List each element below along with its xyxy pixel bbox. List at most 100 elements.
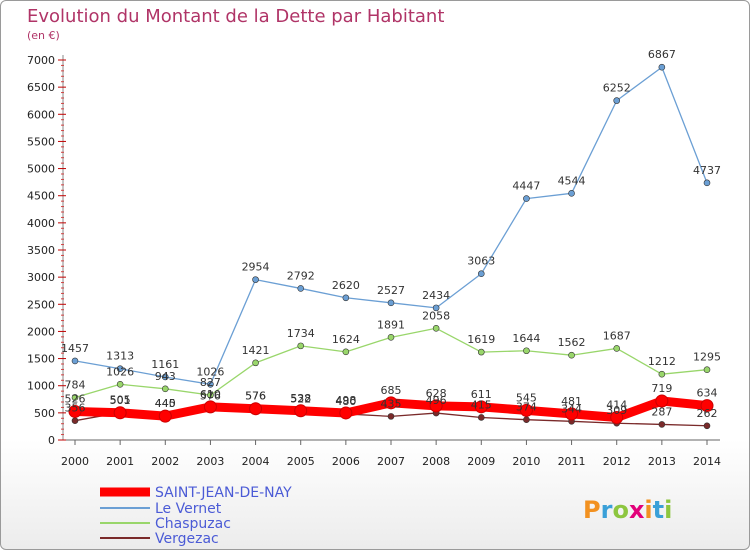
data-label: 415	[471, 398, 492, 411]
y-tick-label: 4000	[27, 217, 55, 230]
data-point	[161, 385, 169, 393]
data-point	[116, 381, 124, 388]
data-label: 4737	[693, 164, 721, 177]
data-label: 610	[200, 388, 221, 401]
data-label: 1734	[287, 327, 315, 340]
data-point	[207, 391, 214, 399]
data-label: 414	[606, 399, 627, 412]
data-point	[68, 404, 82, 418]
x-tick-label: 2009	[467, 455, 495, 468]
data-point	[655, 394, 669, 408]
y-tick-label: 4500	[27, 190, 55, 203]
data-point	[610, 411, 624, 425]
data-point	[252, 359, 259, 367]
data-label: 1562	[558, 336, 586, 349]
data-point	[339, 406, 353, 420]
data-point	[207, 381, 214, 388]
data-point	[158, 409, 172, 423]
data-label: 435	[381, 397, 402, 410]
data-point	[568, 351, 575, 359]
data-label: 1619	[467, 333, 495, 346]
data-label: 1644	[512, 332, 540, 345]
x-tick-label: 2004	[242, 455, 270, 468]
data-label: 6252	[603, 82, 631, 95]
data-point	[477, 414, 485, 421]
data-point	[523, 347, 530, 355]
data-label: 611	[471, 388, 492, 401]
data-point	[658, 421, 666, 428]
data-label: 576	[245, 390, 266, 403]
data-point	[342, 348, 350, 356]
data-label: 1624	[332, 333, 360, 346]
data-label: 2058	[422, 309, 450, 322]
y-tick-label: 6000	[27, 108, 55, 121]
x-tick-label: 2003	[196, 455, 224, 468]
y-tick-label: 1000	[27, 380, 55, 393]
data-point	[294, 404, 308, 418]
x-tick-label: 2006	[332, 455, 360, 468]
data-label: 4544	[558, 174, 586, 187]
x-tick-label: 2007	[377, 455, 405, 468]
data-label: 3063	[467, 255, 495, 268]
data-point	[432, 324, 440, 332]
data-label: 522	[290, 393, 311, 406]
data-label: 2620	[332, 279, 360, 292]
data-label: 480	[335, 395, 356, 408]
x-tick-label: 2002	[151, 455, 179, 468]
data-point	[703, 179, 711, 187]
y-tick-label: 2000	[27, 325, 55, 338]
data-point	[523, 416, 530, 423]
data-point	[249, 402, 263, 416]
data-point	[565, 407, 579, 421]
data-label: 1212	[648, 355, 676, 368]
x-tick-label: 2005	[287, 455, 315, 468]
data-label: 719	[651, 382, 672, 395]
data-label: 309	[606, 404, 627, 417]
data-label: 4447	[512, 180, 540, 193]
data-point	[700, 399, 714, 413]
data-point	[342, 294, 350, 302]
data-label: 445	[155, 397, 176, 410]
data-label: 1026	[106, 365, 134, 378]
data-label: 2527	[377, 284, 405, 297]
data-label: 1026	[196, 365, 224, 378]
data-label: 784	[65, 378, 86, 391]
data-point	[703, 366, 711, 374]
data-point	[429, 399, 443, 413]
x-tick-label: 2011	[558, 455, 586, 468]
data-point	[387, 413, 395, 420]
proxiti-logo: Proxiti	[583, 496, 672, 524]
y-tick-label: 6500	[27, 81, 55, 94]
data-point	[71, 394, 79, 401]
data-label: 498	[335, 394, 356, 407]
data-label: 356	[65, 402, 86, 415]
y-tick-label: 3000	[27, 271, 55, 284]
y-tick-label: 500	[34, 407, 55, 420]
chart-title: Evolution du Montant de la Dette par Hab…	[27, 6, 444, 27]
data-point	[387, 334, 395, 341]
data-point	[252, 276, 259, 283]
data-point	[477, 348, 485, 356]
data-point	[613, 345, 621, 352]
legend-label: Vergezac	[155, 531, 219, 547]
y-tick-label: 3500	[27, 244, 55, 257]
data-label: 685	[381, 384, 402, 397]
data-point	[568, 190, 575, 197]
data-point	[116, 365, 124, 373]
x-tick-label: 2014	[693, 455, 721, 468]
data-label: 943	[155, 370, 176, 383]
x-tick-label: 2001	[106, 455, 134, 468]
data-point	[477, 270, 485, 278]
data-label: 576	[245, 390, 266, 403]
data-label: 1891	[377, 318, 405, 331]
data-label: 374	[516, 401, 537, 414]
data-point	[161, 373, 169, 381]
data-point	[703, 422, 711, 430]
data-label: 1295	[693, 351, 721, 364]
y-tick-label: 5000	[27, 163, 55, 176]
data-label: 2434	[422, 289, 450, 302]
data-label: 440	[155, 397, 176, 410]
data-point	[519, 403, 533, 417]
